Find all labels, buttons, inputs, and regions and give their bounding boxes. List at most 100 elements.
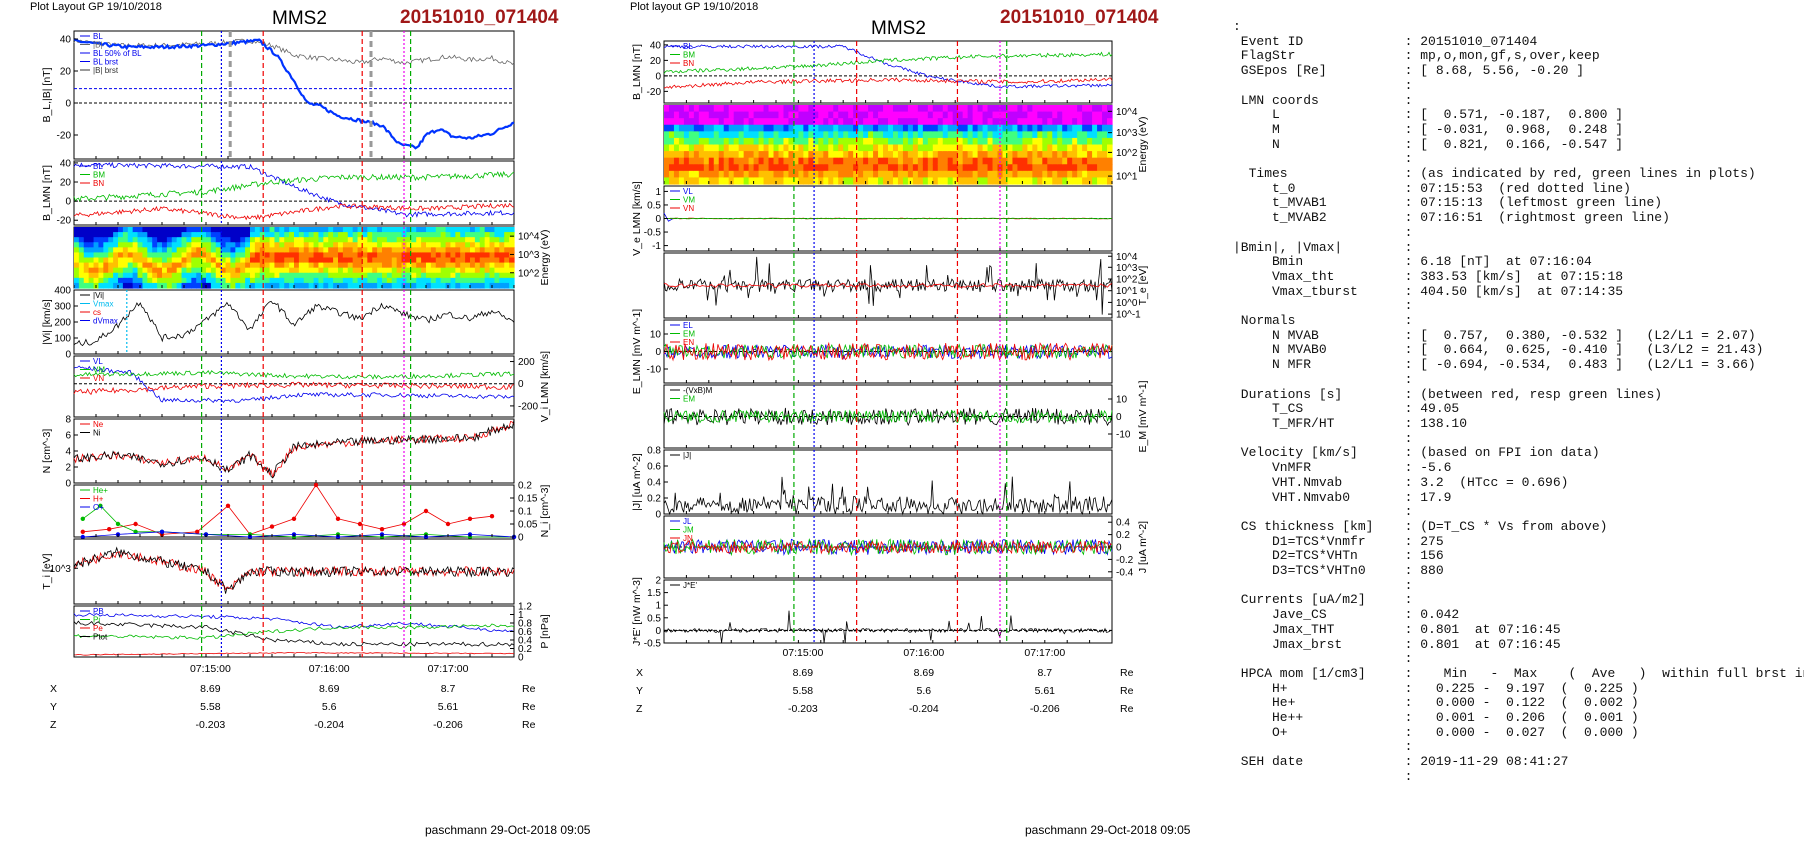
heatmap-cell xyxy=(137,277,144,284)
heatmap-cell xyxy=(718,151,725,159)
heatmap-cell xyxy=(967,124,974,132)
heatmap-cell xyxy=(186,277,192,284)
heatmap-cell xyxy=(917,124,924,132)
heatmap-cell xyxy=(411,242,417,248)
heatmap-cell xyxy=(122,272,129,279)
heatmap-cell xyxy=(157,262,163,269)
heatmap-cell xyxy=(132,262,139,269)
heatmap-cell xyxy=(718,111,725,119)
heatmap-cell xyxy=(927,144,934,152)
heatmap-cell xyxy=(1077,164,1083,172)
heatmap-cell xyxy=(455,252,461,259)
legend-label: JM xyxy=(683,526,694,535)
heatmap-cell xyxy=(718,118,725,126)
heatmap-cell xyxy=(250,232,256,238)
heatmap-cell xyxy=(484,252,491,259)
data-point xyxy=(335,516,341,521)
heatmap-cell xyxy=(957,124,964,132)
heatmap-cell xyxy=(713,144,720,152)
heatmap-cell xyxy=(818,118,824,126)
heatmap-cell xyxy=(888,157,894,165)
heatmap-cell xyxy=(465,257,471,264)
coord-value: 5.61 xyxy=(1035,685,1056,697)
heatmap-cell xyxy=(1107,144,1113,152)
heatmap-cell xyxy=(88,267,95,274)
heatmap-cell xyxy=(426,277,432,284)
heatmap-cell xyxy=(703,144,710,152)
heatmap-cell xyxy=(743,124,750,132)
heatmap-cell xyxy=(254,232,261,238)
heatmap-cell xyxy=(426,257,432,264)
heatmap-cell xyxy=(509,257,515,264)
legend-label: Pe xyxy=(93,624,103,633)
heatmap-cell xyxy=(1077,157,1083,165)
heatmap-cell xyxy=(142,277,148,284)
heatmap-cell xyxy=(318,242,324,248)
heatmap-cell xyxy=(313,252,320,259)
heatmap-cell xyxy=(103,237,109,243)
heatmap-cell xyxy=(1082,111,1088,119)
heatmap-cell xyxy=(1047,131,1053,139)
heatmap-cell xyxy=(294,242,300,248)
heatmap-cell xyxy=(1067,111,1073,119)
heatmap-cell xyxy=(191,257,197,264)
heatmap-cell xyxy=(932,157,939,165)
heatmap-cell xyxy=(1057,157,1063,165)
heatmap-cell xyxy=(445,267,452,274)
heatmap-cell xyxy=(888,131,894,139)
heatmap-cell xyxy=(673,124,680,132)
heatmap-cell xyxy=(108,272,114,279)
heatmap-cell xyxy=(1082,177,1088,185)
legend-label: VL xyxy=(93,357,103,366)
heatmap-cell xyxy=(883,151,889,159)
coord-value: 5.58 xyxy=(200,701,221,713)
heatmap-cell xyxy=(1032,131,1038,139)
heatmap-cell xyxy=(733,177,740,185)
y-tick-label: 0 xyxy=(518,533,524,544)
heatmap-cell xyxy=(838,177,844,185)
heatmap-cell xyxy=(897,137,904,146)
heatmap-cell xyxy=(1032,177,1038,185)
legend-label: He+ xyxy=(93,486,108,495)
heatmap-cell xyxy=(308,232,315,238)
heatmap-cell xyxy=(152,257,158,264)
info-line: SEH date : 2019-11-29 08:41:27 xyxy=(1233,754,1569,770)
heatmap-cell xyxy=(78,232,85,238)
heatmap-cell xyxy=(259,257,266,264)
heatmap-cell xyxy=(798,131,804,139)
heatmap-cell xyxy=(818,105,824,113)
heatmap-cell xyxy=(818,111,824,119)
heatmap-cell xyxy=(878,151,884,159)
heatmap-cell xyxy=(967,144,974,152)
heatmap-cell xyxy=(162,237,168,243)
heatmap-cell xyxy=(127,237,134,243)
y-tick-label: 0 xyxy=(65,479,71,490)
heatmap-cell xyxy=(191,282,197,289)
heatmap-cell xyxy=(186,227,192,233)
heatmap-cell xyxy=(713,105,720,113)
heatmap-cell xyxy=(1012,124,1019,132)
heatmap-cell xyxy=(1077,105,1083,113)
heatmap-cell xyxy=(245,272,251,279)
series-line-jm xyxy=(663,538,1113,557)
heatmap-cell xyxy=(793,131,799,139)
heatmap-cell xyxy=(708,170,715,179)
heatmap-cell xyxy=(215,242,222,248)
heatmap-cell xyxy=(793,177,799,185)
heatmap-cell xyxy=(753,105,760,113)
heatmap-cell xyxy=(78,277,85,284)
info-line: Velocity [km/s] : (based on FPI ion data… xyxy=(1233,445,1600,461)
heatmap-cell xyxy=(479,242,486,248)
heatmap-cell xyxy=(972,170,979,179)
y-tick-label: 1 xyxy=(518,610,524,621)
heatmap-cell xyxy=(1052,164,1058,172)
heatmap-cell xyxy=(947,137,954,146)
heatmap-cell xyxy=(210,247,217,254)
heatmap-cell xyxy=(987,157,994,165)
heatmap-cell xyxy=(808,151,814,159)
heatmap-cell xyxy=(430,267,437,274)
y-tick-label: 10^3 xyxy=(1116,128,1138,139)
heatmap-cell xyxy=(942,177,949,185)
heatmap-cell xyxy=(768,144,775,152)
heatmap-cell xyxy=(743,131,750,139)
